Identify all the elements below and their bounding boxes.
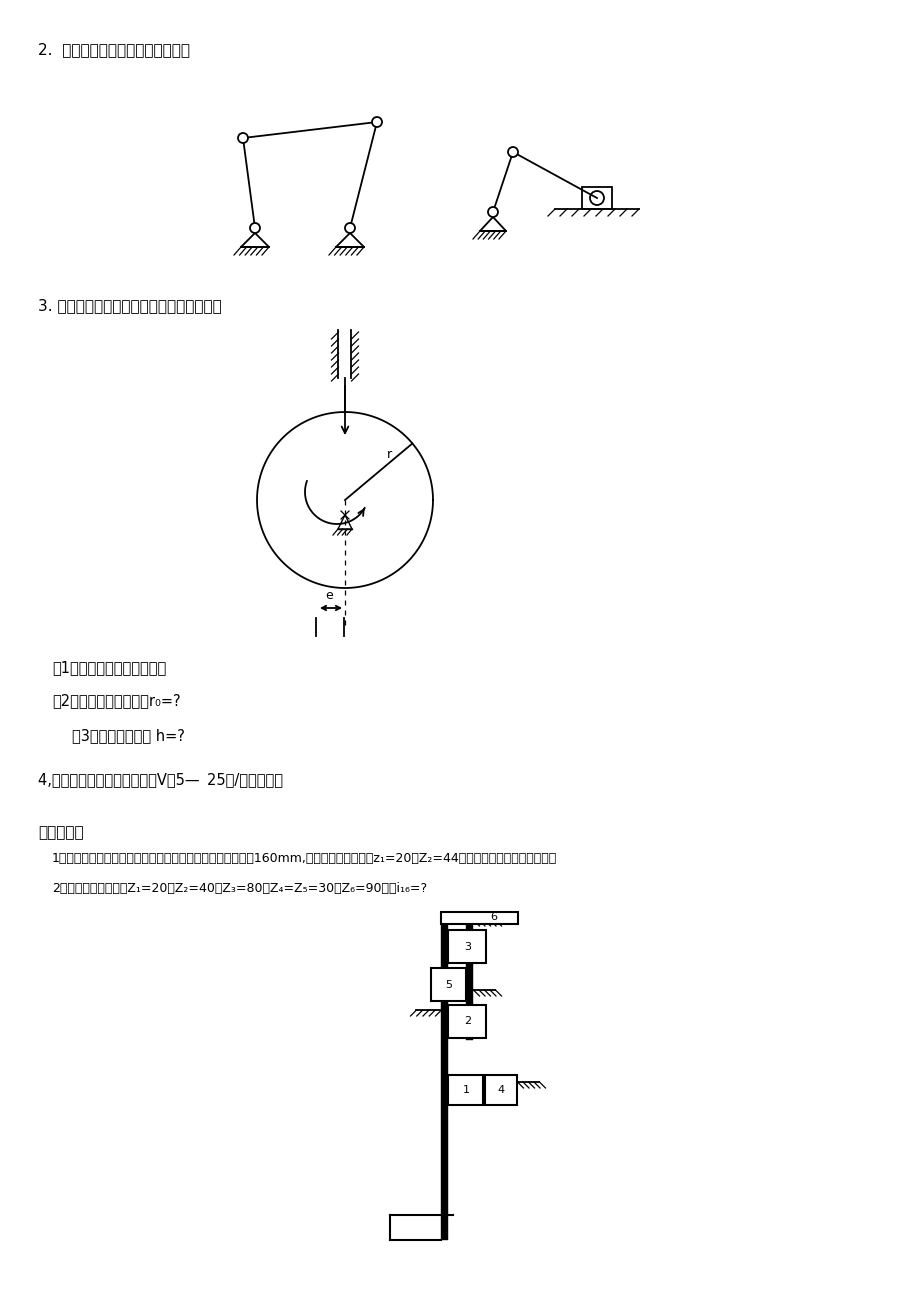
Bar: [448, 930, 486, 963]
Bar: [448, 1005, 486, 1038]
Circle shape: [487, 207, 497, 217]
Text: 2: 2: [463, 1017, 471, 1026]
Text: 5: 5: [445, 979, 452, 990]
Circle shape: [238, 133, 248, 143]
Text: 1、一对外噜合齿轮标准直齿圆柱齿轮传动，测得其中心距为160mm,两齿轮的齿数分别为z₁=20，Z₂=44，求两齿轮的主要几何尺寸。: 1、一对外噜合齿轮标准直齿圆柱齿轮传动，测得其中心距为160mm,两齿轮的齿数分…: [52, 852, 557, 865]
Text: 2、图示轮系，已知：Z₁=20，Z₂=40，Z₃=80，Z₄=Z₅=30，Z₆=90，求i₁₆=?: 2、图示轮系，已知：Z₁=20，Z₂=40，Z₃=80，Z₄=Z₅=30，Z₆=…: [52, 881, 426, 894]
Text: 1: 1: [462, 1085, 469, 1095]
Text: r: r: [387, 448, 391, 461]
Bar: [441, 911, 448, 1240]
Text: e: e: [324, 589, 333, 602]
Circle shape: [371, 117, 381, 128]
Bar: [448, 1075, 483, 1105]
Text: （2）求该凸轮基圆半径r₀=?: （2）求该凸轮基圆半径r₀=?: [52, 693, 180, 708]
Bar: [485, 1075, 516, 1105]
Bar: [582, 187, 611, 210]
Text: （1）作出图示位置压力角；: （1）作出图示位置压力角；: [52, 660, 166, 674]
Circle shape: [589, 191, 604, 204]
Text: 2.  作下列机构图示位置的压力角。: 2. 作下列机构图示位置的压力角。: [38, 42, 190, 57]
Text: 6: 6: [490, 911, 496, 922]
Circle shape: [507, 147, 517, 158]
Circle shape: [345, 223, 355, 233]
Bar: [441, 911, 518, 924]
Text: （3）求从动杆升程 h=?: （3）求从动杆升程 h=?: [72, 728, 185, 743]
Text: 4,简述带传动为什么限制带速V在5— 25米/秒范围内？: 4,简述带传动为什么限制带速V在5— 25米/秒范围内？: [38, 772, 283, 786]
Text: 4: 4: [497, 1085, 505, 1095]
Circle shape: [250, 223, 260, 233]
Bar: [466, 911, 473, 1040]
Text: 三、计算题: 三、计算题: [38, 825, 84, 840]
Text: 3: 3: [463, 941, 471, 952]
Bar: [431, 967, 466, 1001]
Text: 3. 图示尖顶对心移动从动杆盘状凸轮机构。: 3. 图示尖顶对心移动从动杆盘状凸轮机构。: [38, 298, 221, 312]
